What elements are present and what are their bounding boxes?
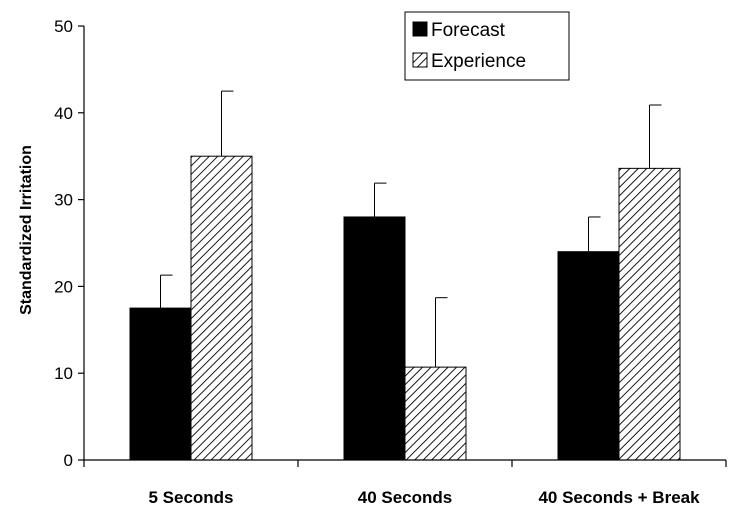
y-tick-label: 20 [54,277,73,296]
bar-experience [190,155,253,461]
bars [129,155,681,461]
legend-swatch-experience [412,52,428,68]
bar-experience [618,167,681,461]
y-tick-label: 50 [54,17,73,36]
x-category-label: 40 Seconds + Break [538,488,700,507]
legend-label-experience: Experience [431,51,526,72]
bar-forecast [129,307,192,461]
y-axis-title: Standardized Irritation [18,145,35,315]
y-axis-ticks: 0 10 20 30 40 50 [54,17,84,470]
x-axis-labels: 5 Seconds 40 Seconds 40 Seconds + Break [148,488,700,507]
y-tick-label: 40 [54,104,73,123]
x-category-label: 5 Seconds [148,488,233,507]
legend-swatch-forecast [412,21,428,37]
y-tick-label: 10 [54,364,73,383]
legend-label-forecast: Forecast [431,20,506,41]
bar-forecast [557,251,620,461]
bar-experience [404,366,467,461]
y-tick-label: 0 [64,451,73,470]
x-axis-ticks [83,460,727,467]
error-bars [160,90,662,368]
y-tick-label: 30 [54,191,73,210]
x-category-label: 40 Seconds [358,488,453,507]
bar-forecast [343,216,406,461]
legend: Forecast Experience [404,11,570,81]
legend-box [404,11,570,81]
